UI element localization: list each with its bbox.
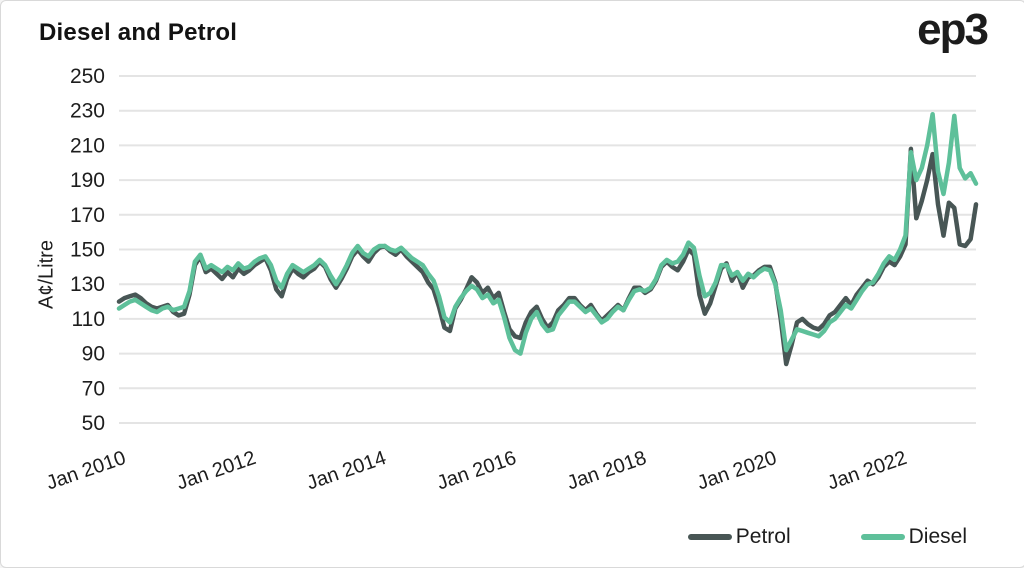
diesel-label: Diesel [908, 525, 967, 548]
y-tick-label: 50 [82, 412, 105, 435]
y-tick-label: 70 [82, 377, 105, 400]
legend-item-petrol: Petrol [687, 525, 791, 549]
y-tick-label: 90 [82, 343, 105, 366]
legend-item-diesel: Diesel [860, 525, 967, 549]
y-tick-label: 110 [72, 308, 105, 331]
y-tick-label: 250 [70, 65, 105, 88]
petrol-label: Petrol [735, 525, 791, 548]
legend: Petrol Diesel [687, 525, 967, 549]
y-tick-label: 210 [70, 134, 105, 157]
y-tick-label: 170 [70, 204, 105, 227]
x-tick-label: Jan 2020 [695, 447, 780, 495]
x-tick-label: Jan 2016 [434, 447, 519, 495]
y-tick-label: 230 [70, 100, 105, 123]
x-tick-label: Jan 2014 [304, 447, 389, 495]
x-tick-label: Jan 2018 [564, 447, 649, 495]
y-tick-label: 190 [70, 169, 105, 192]
ep3-logo: ep3 [917, 5, 989, 54]
diesel-swatch [860, 534, 905, 540]
petrol-swatch [687, 534, 732, 540]
y-tick-label: 130 [70, 273, 105, 296]
diesel-line [116, 111, 979, 356]
x-tick-label: Jan 2022 [825, 447, 910, 495]
x-tick-label: Jan 2012 [174, 447, 259, 495]
y-tick-label: 150 [70, 239, 105, 262]
x-tick-label: Jan 2010 [44, 447, 129, 495]
chart-title: Diesel and Petrol [39, 19, 238, 46]
